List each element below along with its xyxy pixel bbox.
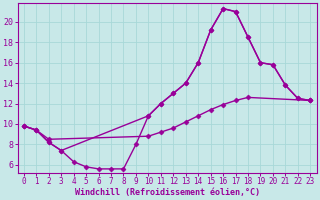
X-axis label: Windchill (Refroidissement éolien,°C): Windchill (Refroidissement éolien,°C) [75,188,260,197]
